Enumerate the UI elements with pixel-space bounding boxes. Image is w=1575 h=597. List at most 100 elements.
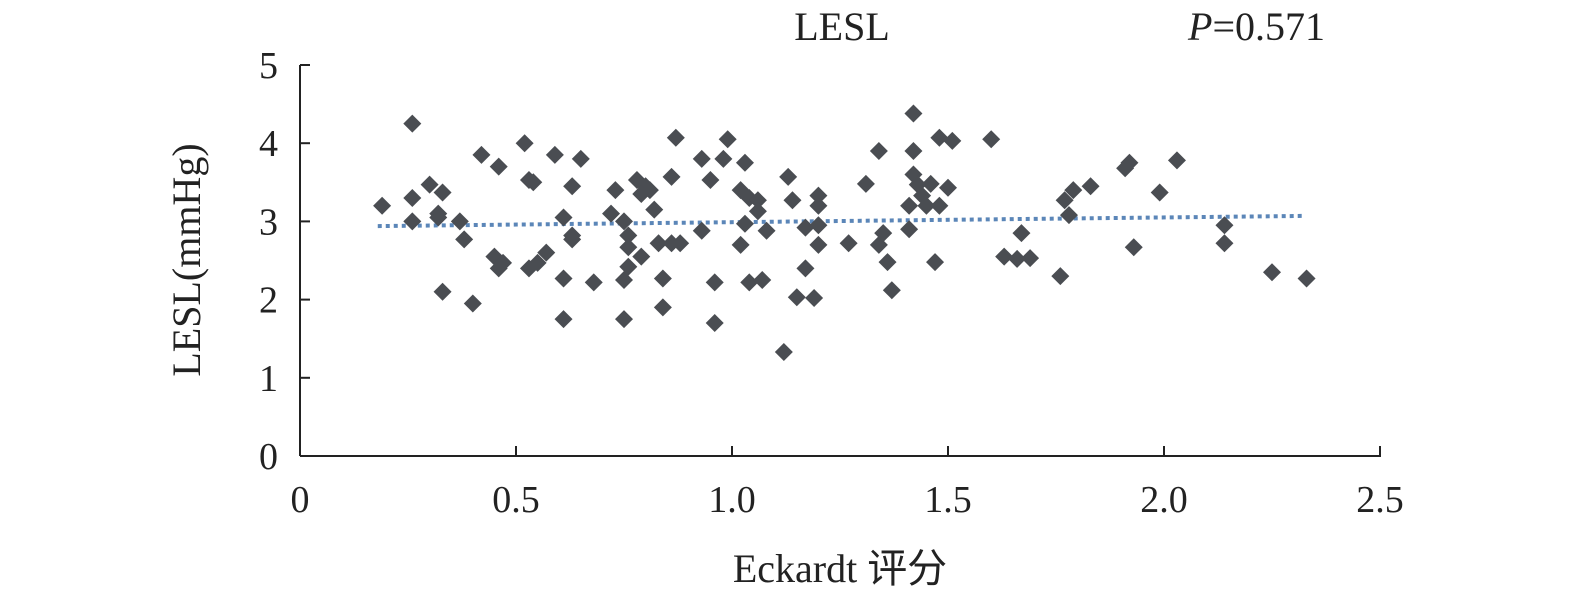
data-point <box>472 145 491 164</box>
data-point <box>563 177 582 196</box>
data-point <box>373 196 392 215</box>
data-point <box>1081 177 1100 196</box>
data-point <box>602 204 621 223</box>
y-tick-label: 0 <box>259 436 278 478</box>
data-point <box>463 294 482 313</box>
data-point <box>705 314 724 333</box>
data-point <box>926 253 945 272</box>
data-point <box>1215 216 1234 235</box>
data-point <box>705 273 724 292</box>
data-point <box>1021 249 1040 268</box>
x-tick-label: 0.5 <box>492 479 540 521</box>
data-point <box>450 212 469 231</box>
data-point <box>403 212 422 231</box>
data-point <box>1059 206 1078 225</box>
x-tick-label: 0 <box>291 479 310 521</box>
data-point <box>701 170 720 189</box>
y-tick-label: 5 <box>259 45 278 87</box>
data-point <box>874 224 893 243</box>
data-point <box>731 235 750 254</box>
data-point <box>1124 238 1143 257</box>
data-point <box>939 178 957 197</box>
data-point <box>809 235 828 254</box>
data-point <box>982 130 1001 149</box>
data-point <box>809 216 828 235</box>
data-point <box>645 200 664 219</box>
p-label: P <box>1187 4 1212 49</box>
data-point <box>420 175 439 194</box>
data-point <box>904 104 923 123</box>
data-point <box>930 196 949 215</box>
data-point <box>455 230 474 249</box>
data-point <box>524 173 543 192</box>
data-point <box>606 181 625 200</box>
x-tick-label: 2.5 <box>1356 479 1404 521</box>
data-point <box>774 342 793 361</box>
data-point <box>1263 263 1281 282</box>
data-point <box>1120 153 1139 172</box>
y-axis-label: LESL(mmHg) <box>164 143 209 376</box>
x-tick-label: 1.5 <box>924 479 972 521</box>
data-point <box>1012 224 1031 243</box>
data-point <box>943 131 962 150</box>
x-tick-label: 1.0 <box>708 479 756 521</box>
data-point <box>619 226 638 245</box>
data-point <box>615 271 633 290</box>
data-point <box>619 238 638 257</box>
data-point <box>1051 267 1070 286</box>
data-point <box>930 128 949 147</box>
data-point <box>403 114 422 133</box>
data-point <box>904 142 923 161</box>
data-point <box>554 310 573 329</box>
data-point <box>809 196 828 215</box>
data-point <box>917 196 936 215</box>
data-point <box>735 214 754 233</box>
x-tick-label: 2.0 <box>1140 479 1188 521</box>
data-point <box>403 188 422 207</box>
data-point <box>515 134 534 153</box>
data-point <box>796 259 815 278</box>
data-point <box>869 142 888 161</box>
data-point <box>554 208 573 227</box>
data-point <box>805 289 824 308</box>
data-point <box>796 218 815 237</box>
data-point <box>640 181 659 200</box>
data-point <box>878 253 897 272</box>
x-axis-label: Eckardt 评分 <box>733 546 947 591</box>
data-point <box>653 269 672 288</box>
data-point <box>433 282 452 301</box>
data-point <box>584 273 603 292</box>
chart-title: LESL <box>794 4 890 49</box>
data-point <box>718 130 737 149</box>
data-point <box>995 247 1014 266</box>
data-point <box>563 230 582 249</box>
data-point <box>900 220 919 239</box>
p-value: =0.571 <box>1212 4 1325 49</box>
data-point <box>537 243 556 262</box>
data-point <box>779 167 798 186</box>
data-point <box>662 167 681 186</box>
data-point <box>787 288 806 307</box>
data-point <box>528 253 547 272</box>
data-point <box>1055 191 1074 210</box>
data-point <box>740 273 759 292</box>
data-point <box>921 174 940 193</box>
data-point <box>1064 181 1083 200</box>
data-point <box>692 221 711 240</box>
data-point <box>545 145 564 164</box>
data-point <box>649 234 668 253</box>
data-point <box>748 202 767 221</box>
data-point <box>489 157 508 176</box>
y-tick-label: 4 <box>259 123 278 165</box>
data-point <box>429 208 448 227</box>
data-point <box>783 191 802 210</box>
data-point <box>666 128 685 147</box>
y-tick-label: 2 <box>259 280 278 322</box>
y-tick-label: 3 <box>259 201 278 243</box>
data-point <box>714 149 733 168</box>
data-point <box>882 281 901 300</box>
p-value-annotation: P=0.571 <box>1187 4 1325 49</box>
data-point <box>615 212 633 231</box>
data-point <box>856 174 875 193</box>
